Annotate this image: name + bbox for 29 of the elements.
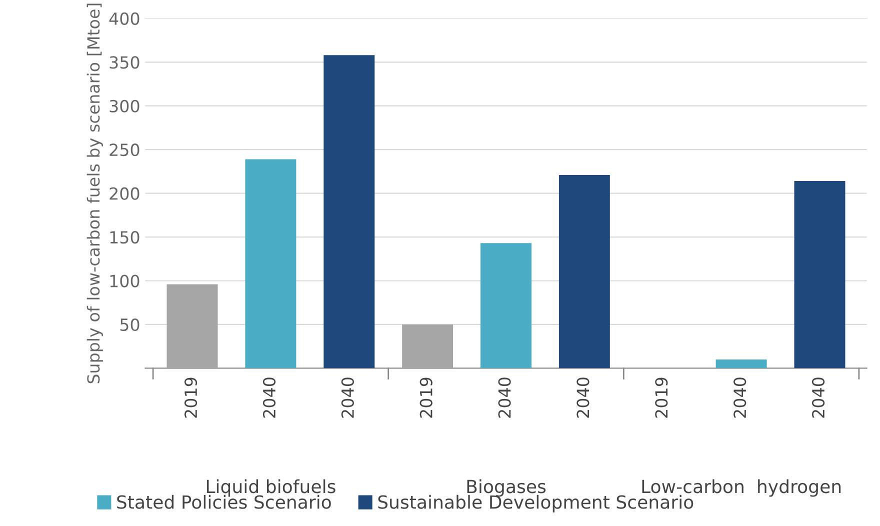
text: Biogases	[467, 479, 546, 497]
x-tick-label: 2019	[420, 378, 432, 418]
bar	[558, 174, 610, 368]
y-tick-label: 400	[109, 12, 140, 25]
y-tick-label: 50	[120, 318, 140, 332]
bar	[245, 159, 296, 368]
x-tick-label: 2040	[734, 378, 746, 418]
y-tick-label: 150	[110, 230, 140, 244]
legend-label: Sustainable Development Scenario	[378, 494, 694, 512]
x-tick-label: 2040	[498, 378, 511, 418]
bar	[794, 181, 846, 368]
x-tick-label: 2040	[576, 378, 590, 418]
y-tick-label: 300	[110, 100, 140, 112]
y-axis-title: Supply of low-carbon fuels by scenario [Mtoe]	[86, 4, 103, 384]
x-tick-label: 2019	[655, 378, 668, 418]
y-tick-label: 350	[110, 56, 140, 69]
bar	[402, 324, 454, 368]
bar	[166, 284, 218, 368]
bar	[716, 359, 767, 368]
x-tick-label: 2040	[262, 378, 276, 418]
legend-label: Stated Policies Scenario	[117, 494, 331, 509]
bar	[480, 243, 532, 368]
x-tick-label: 2019	[184, 378, 198, 418]
y-tick-label: 200	[110, 187, 140, 200]
y-tick-label: 100	[110, 274, 140, 288]
x-tick-label: 2040	[812, 378, 825, 418]
y-tick-label: 250	[110, 144, 140, 156]
x-tick-label: 2040	[341, 378, 354, 418]
bar	[324, 55, 375, 368]
